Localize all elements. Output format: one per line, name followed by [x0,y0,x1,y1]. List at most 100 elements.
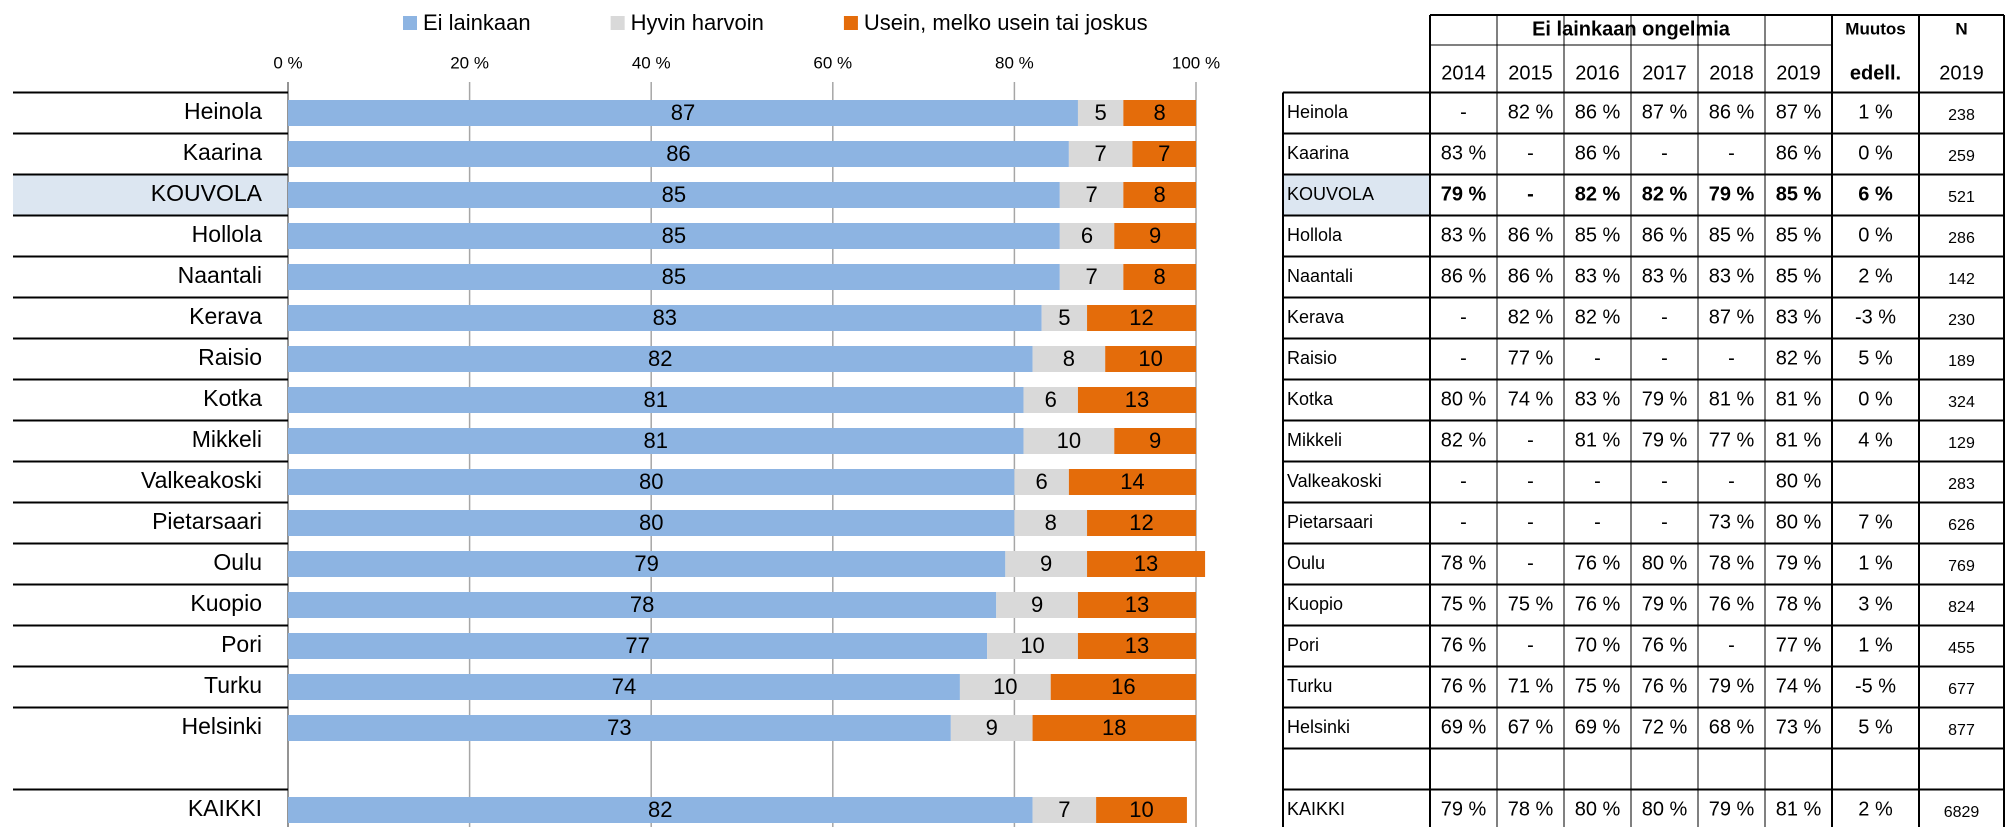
value-cell: 73 % [1709,511,1755,533]
bar-value-label: 10 [1020,633,1044,658]
value-cell: 77 % [1776,634,1822,656]
value-cell: 82 % [1441,429,1487,451]
bar-segment [996,592,1078,618]
legend-label: Usein, melko usein tai joskus [864,10,1148,35]
legend-swatch [403,16,417,30]
bar-segment [1114,428,1196,454]
bar-value-label: 74 [612,674,636,699]
value-cell: 86 % [1575,101,1621,123]
value-cell: 79 % [1776,552,1822,574]
bar-segment [1032,346,1106,372]
value-cell: - [1661,142,1668,164]
value-cell: 79 % [1642,429,1688,451]
bar-segment [1059,223,1115,249]
highlight-band [13,174,288,216]
bar-segment [288,264,1060,290]
bar-segment [1096,797,1187,823]
value-cell: -3 % [1855,306,1896,328]
value-cell: - [1460,347,1467,369]
bar-value-label: 7 [1085,182,1097,207]
bar-value-label: 9 [1031,592,1043,617]
value-cell: 75 % [1441,593,1487,615]
bar-value-label: 10 [1138,346,1162,371]
value-cell: 79 % [1642,388,1688,410]
bar-value-label: 7 [1095,141,1107,166]
bar-segment [288,510,1015,536]
category-label: Pietarsaari [152,508,262,534]
bar-segment [288,141,1069,167]
value-cell: 76 % [1575,552,1621,574]
value-cell: - [1594,511,1601,533]
value-cell: 87 % [1776,101,1822,123]
value-cell: 82 % [1642,183,1688,205]
bar-value-label: 5 [1058,305,1070,330]
value-cell: 83 % [1776,306,1822,328]
n-cell: 6829 [1944,804,1980,821]
value-cell: 6 % [1858,183,1893,205]
n-cell: 521 [1948,189,1975,206]
bar-segment [288,100,1078,126]
bar-value-label: 7 [1085,264,1097,289]
value-cell: 83 % [1575,388,1621,410]
category-label: Turku [204,672,262,698]
bar-segment [1077,633,1196,659]
value-cell: 86 % [1508,265,1554,287]
year-header: 2019 [1776,62,1821,84]
value-cell: - [1460,101,1467,123]
value-cell: 4 % [1858,429,1893,451]
bar-value-label: 82 [648,797,672,822]
row-name: KOUVOLA [1287,184,1374,204]
value-cell: 81 % [1776,429,1822,451]
value-cell: 76 % [1709,593,1755,615]
row-name: Hollola [1287,225,1343,245]
value-cell: 73 % [1776,716,1822,738]
bar-segment [1059,264,1124,290]
value-cell: 74 % [1508,388,1554,410]
n-cell: 455 [1948,640,1975,657]
bar-segment [1105,346,1196,372]
value-cell: 81 % [1776,798,1822,820]
bar-value-label: 77 [625,633,649,658]
bar-segment [288,551,1006,577]
value-cell: - [1527,470,1534,492]
category-label: Mikkeli [192,426,262,452]
value-cell: 76 % [1642,675,1688,697]
bar-segment [1014,469,1069,495]
bar-value-label: 80 [639,510,663,535]
value-cell: - [1728,634,1735,656]
value-cell: - [1527,183,1534,205]
bar-segment [987,633,1078,659]
bar-segment [950,715,1033,741]
bar-segment [288,346,1033,372]
value-cell: 83 % [1709,265,1755,287]
value-cell: - [1460,511,1467,533]
value-cell: 82 % [1776,347,1822,369]
bar-value-label: 9 [986,715,998,740]
value-cell: 81 % [1575,429,1621,451]
value-cell: 82 % [1575,306,1621,328]
bar-segment [288,469,1015,495]
value-cell: - [1594,347,1601,369]
value-cell: 2 % [1858,265,1893,287]
value-cell: 67 % [1508,716,1554,738]
value-cell: 0 % [1858,142,1893,164]
bar-value-label: 85 [662,223,686,248]
bar-segment [1014,510,1088,536]
category-label: Heinola [184,98,262,124]
value-cell: 86 % [1709,101,1755,123]
bar-value-label: 7 [1158,141,1170,166]
value-cell: - [1661,347,1668,369]
value-cell: 76 % [1642,634,1688,656]
bar-segment [288,797,1033,823]
value-cell: 69 % [1441,716,1487,738]
value-cell: 87 % [1709,306,1755,328]
value-cell: 81 % [1709,388,1755,410]
bar-value-label: 85 [662,264,686,289]
bar-value-label: 73 [607,715,631,740]
row-name: Pori [1287,635,1319,655]
row-name: Turku [1287,676,1332,696]
bar-value-label: 9 [1149,428,1161,453]
value-cell: 72 % [1642,716,1688,738]
n-cell: 877 [1948,722,1975,739]
highlight-band [1283,174,1430,216]
